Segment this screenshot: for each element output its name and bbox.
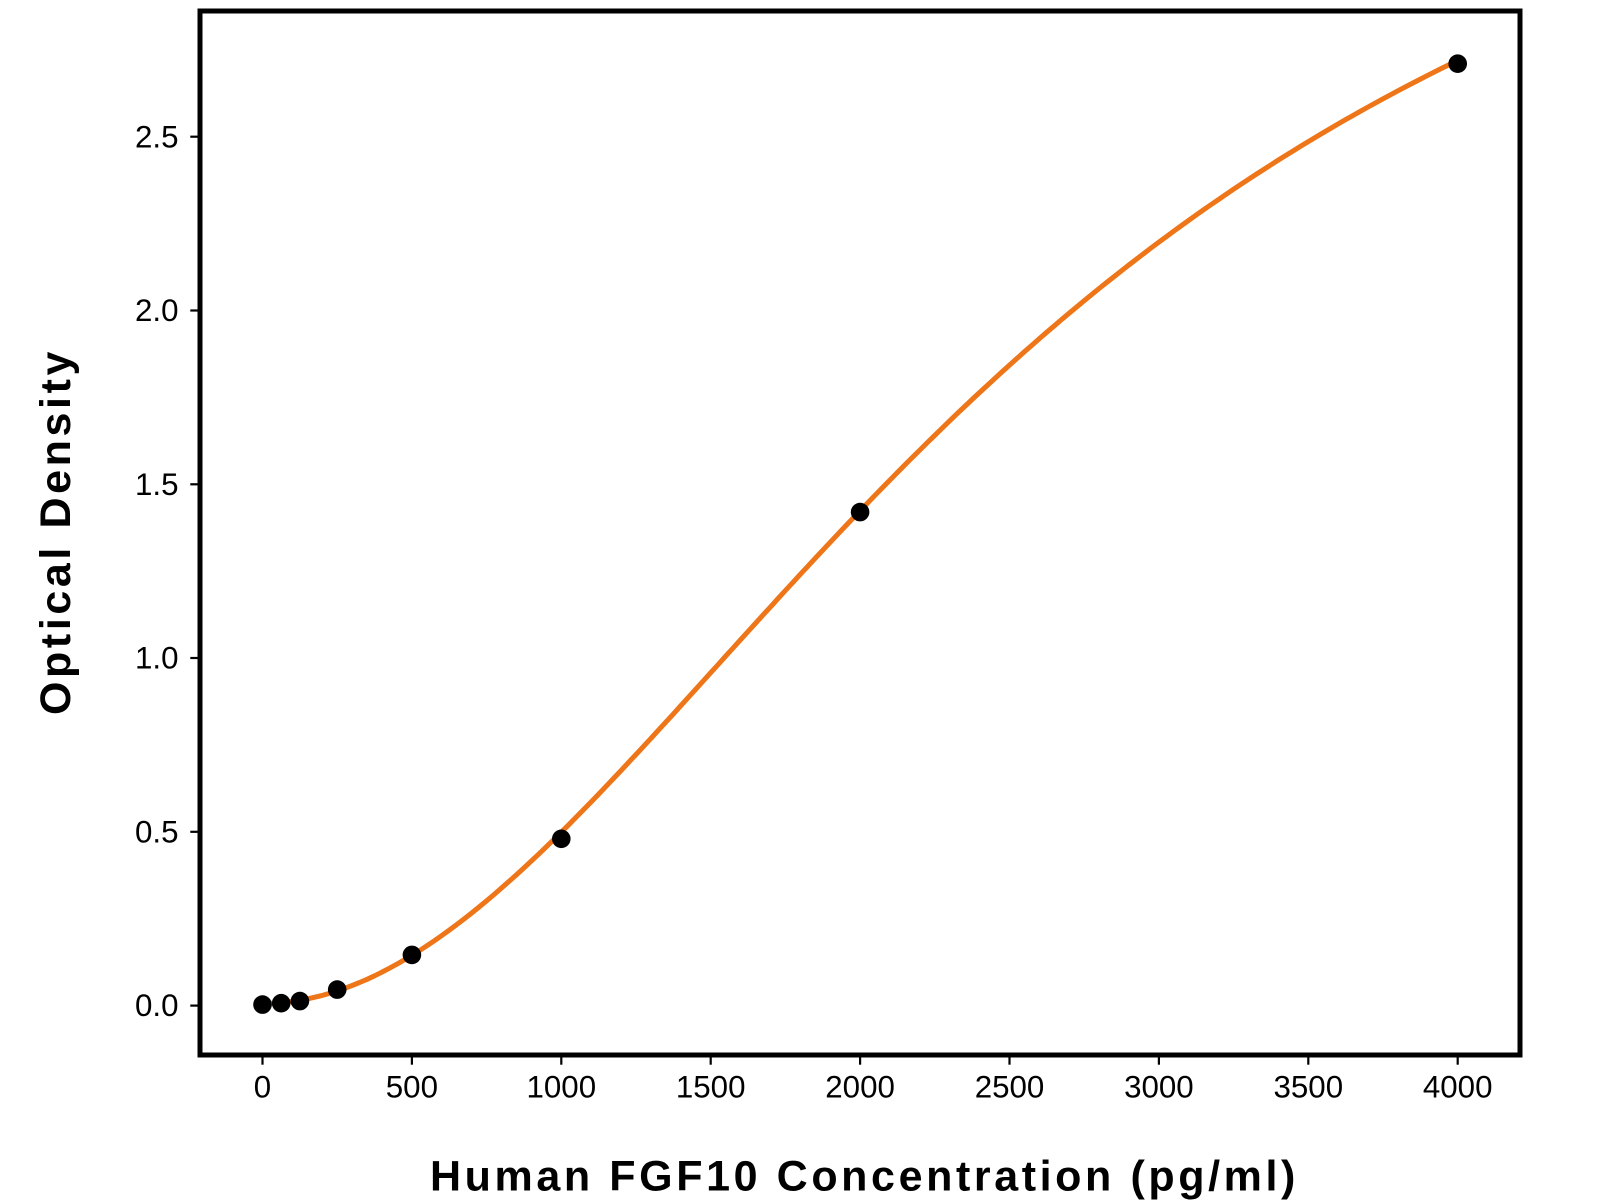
svg-text:0.0: 0.0 (135, 988, 179, 1023)
svg-text:Human FGF10 Concentration (pg/: Human FGF10 Concentration (pg/ml) (430, 1153, 1299, 1200)
svg-text:3000: 3000 (1124, 1070, 1194, 1105)
svg-text:1.5: 1.5 (135, 467, 179, 502)
svg-text:2.5: 2.5 (135, 119, 179, 154)
svg-text:1500: 1500 (676, 1070, 746, 1105)
svg-text:2000: 2000 (825, 1070, 895, 1105)
svg-text:3500: 3500 (1273, 1070, 1343, 1105)
svg-text:500: 500 (386, 1070, 438, 1105)
svg-text:1000: 1000 (526, 1070, 596, 1105)
svg-text:0: 0 (254, 1070, 271, 1105)
svg-text:Optical Density: Optical Density (32, 348, 80, 715)
svg-text:2500: 2500 (975, 1070, 1045, 1105)
svg-text:1.0: 1.0 (135, 641, 179, 676)
svg-text:4000: 4000 (1423, 1070, 1493, 1105)
svg-text:2.0: 2.0 (135, 293, 179, 328)
svg-text:0.5: 0.5 (135, 814, 179, 849)
